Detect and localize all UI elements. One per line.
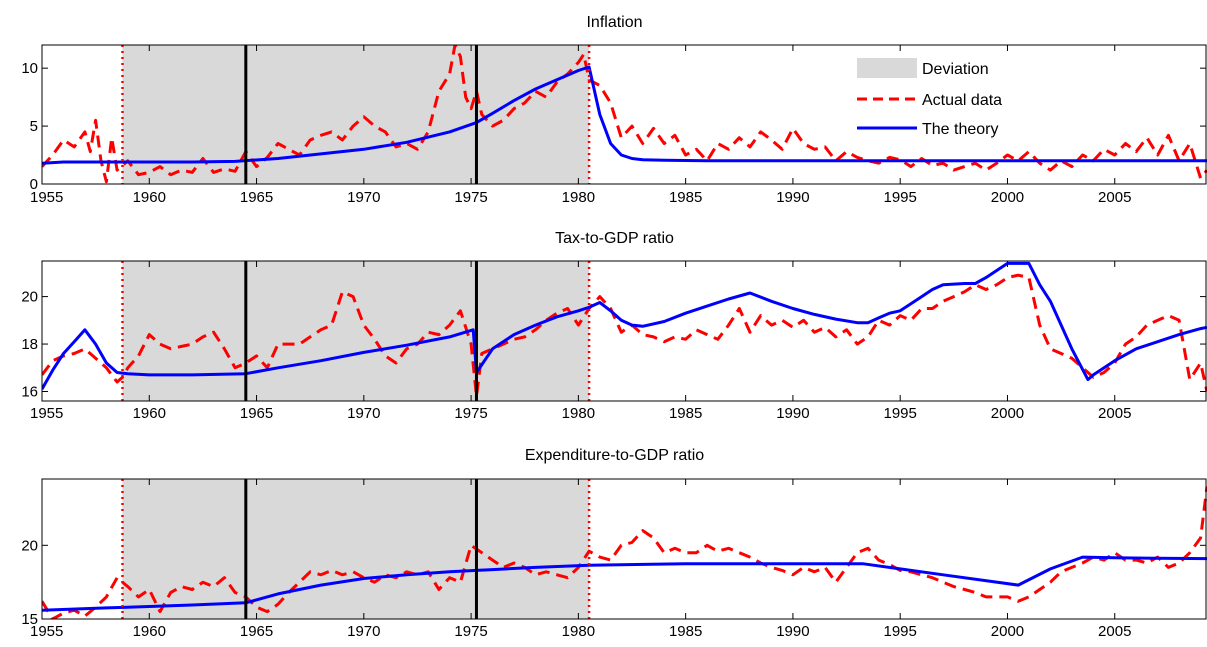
legend: Deviation Actual data The theory (842, 56, 1032, 144)
y-tick-label: 10 (21, 60, 38, 77)
x-tick-label: 1955 (30, 623, 63, 640)
x-tick-label: 1970 (347, 405, 380, 422)
x-tick-label: 1990 (776, 189, 809, 206)
x-tick-label: 2000 (991, 189, 1024, 206)
series-line-the-theory (42, 65, 1207, 165)
x-tick-label: 2000 (991, 405, 1024, 422)
x-tick-label: 1955 (30, 405, 63, 422)
plot-area (42, 261, 1207, 398)
y-tick-label: 20 (21, 537, 38, 554)
x-tick-label: 1970 (347, 623, 380, 640)
x-tick-label: 1960 (133, 623, 166, 640)
x-tick-label: 1985 (669, 405, 702, 422)
x-tick-label: 1995 (884, 623, 917, 640)
x-tick-label: 1965 (240, 189, 273, 206)
x-tick-label: 1975 (454, 189, 487, 206)
series-line-actual-data (42, 273, 1207, 398)
plot-area (42, 45, 1207, 184)
x-tick-label: 1965 (240, 623, 273, 640)
y-tick-label: 0 (30, 176, 38, 193)
x-tick-label: 1990 (776, 405, 809, 422)
x-tick-label: 1995 (884, 405, 917, 422)
legend-label-actual: Actual data (922, 92, 1002, 109)
x-tick-label: 1975 (454, 623, 487, 640)
chart-panels: 1955 1960 1965 1970 1975 1980 1985 1990 1995 2000… (21, 14, 1207, 640)
panel-inflation: 1955 1960 1965 1970 1975 1980 1985 1990 1995 2000… (21, 14, 1207, 206)
x-tick-label: 1970 (347, 189, 380, 206)
x-tick-label: 1980 (562, 405, 595, 422)
y-tick-label: 20 (21, 289, 38, 306)
x-tick-label: 1955 (30, 189, 63, 206)
x-tick-label: 1975 (454, 405, 487, 422)
panel-title: Inflation (586, 14, 642, 31)
x-tick-label: 1960 (133, 405, 166, 422)
y-tick-label: 18 (21, 336, 38, 353)
deviation-region (122, 479, 590, 619)
x-tick-label: 2005 (1098, 405, 1131, 422)
x-tick-label: 1965 (240, 405, 273, 422)
axes-frame (41, 260, 1207, 402)
series-line-actual-data (42, 45, 1207, 184)
x-tick-label: 1995 (884, 189, 917, 206)
x-tick-label: 2000 (991, 623, 1024, 640)
legend-swatch-deviation (857, 58, 917, 78)
legend-label-deviation: Deviation (922, 61, 989, 78)
x-tick-label: 1990 (776, 623, 809, 640)
panel-tax-to-gdp-ratio: 1955 1960 1965 1970 1975 1980 1985 1990 1995 2000… (21, 230, 1207, 422)
legend-label-theory: The theory (922, 121, 998, 138)
panel-title: Tax-to-GDP ratio (555, 230, 674, 247)
axes-frame (41, 478, 1207, 620)
panel-expenditure-to-gdp-ratio: 1955 1960 1965 1970 1975 1980 1985 1990 1995 2000… (21, 447, 1207, 640)
x-tick-label: 1985 (669, 623, 702, 640)
series-line-the-theory (42, 261, 1207, 390)
x-tick-label: 2005 (1098, 623, 1131, 640)
panel-title: Expenditure-to-GDP ratio (525, 447, 704, 464)
axes-frame (41, 44, 1207, 185)
series-line-actual-data (42, 486, 1207, 619)
x-tick-label: 1980 (562, 623, 595, 640)
y-tick-label: 15 (21, 611, 38, 628)
x-tick-label: 1985 (669, 189, 702, 206)
x-tick-label: 1960 (133, 189, 166, 206)
y-tick-label: 5 (30, 118, 38, 135)
x-tick-label: 1980 (562, 189, 595, 206)
deviation-region (122, 261, 590, 401)
x-tick-label: 2005 (1098, 189, 1131, 206)
y-tick-label: 16 (21, 384, 38, 401)
